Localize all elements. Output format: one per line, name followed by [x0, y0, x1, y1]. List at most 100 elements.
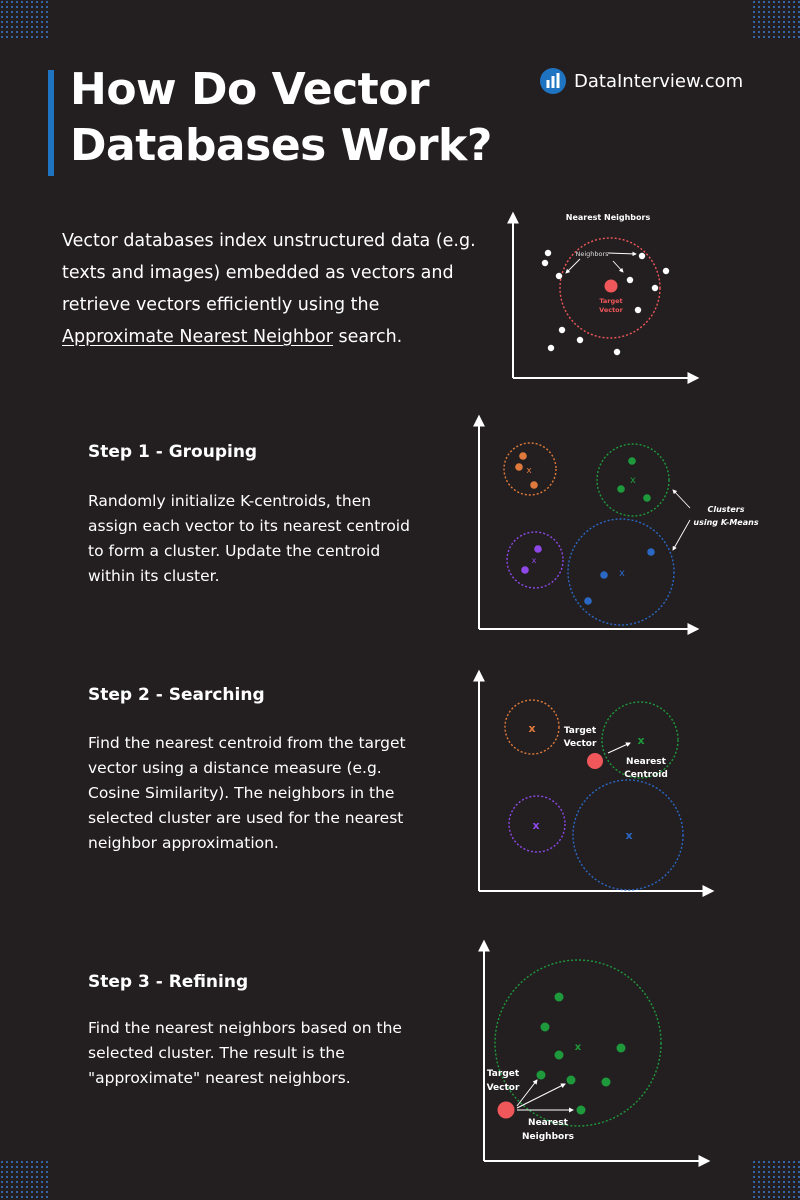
point-blue — [600, 571, 608, 579]
point-green — [554, 1050, 564, 1060]
ann-link[interactable]: Approximate Nearest Neighbor — [62, 327, 333, 347]
vector-point — [544, 249, 552, 257]
page-title: How Do Vector Databases Work? — [70, 62, 492, 174]
cluster-green — [596, 443, 670, 517]
target-label-2: Vector — [599, 306, 624, 314]
nearest-neighbors-diagram: Nearest Neighbors Neighbors Target Vecto… — [507, 211, 700, 384]
point-green — [540, 1022, 550, 1032]
vector-point — [626, 276, 634, 284]
cluster-blue — [567, 518, 675, 626]
corner-dots-bottom-right — [752, 1160, 800, 1200]
vector-point — [576, 336, 584, 344]
nearest-centroid-label-1: Nearest — [626, 757, 667, 767]
cluster-green-selected — [601, 701, 679, 779]
vector-point — [547, 344, 555, 352]
corner-dots-top-right — [752, 0, 800, 40]
cluster-green-selected — [494, 959, 662, 1127]
nearest-centroid-label-2: Centroid — [624, 770, 668, 780]
page-title-line-1: How Do Vector — [70, 64, 430, 115]
vector-point — [613, 348, 621, 356]
point-blue — [584, 597, 592, 605]
brand[interactable]: DataInterview.com — [540, 68, 743, 94]
corner-dots-top-left — [0, 0, 48, 40]
centroid-blue: x — [619, 568, 625, 579]
nearest-centroid-arrow — [607, 742, 631, 754]
target-vector-point — [497, 1101, 515, 1119]
neighbors-arrow-mid — [612, 260, 624, 273]
vector-point — [651, 284, 659, 292]
target-label-1: Target — [487, 1069, 520, 1079]
intro-paragraph: Vector databases index unstructured data… — [62, 225, 482, 353]
corner-dots-bottom-left — [0, 1160, 48, 1200]
cluster-purple — [508, 795, 566, 853]
point-blue — [647, 548, 655, 556]
vector-point — [662, 267, 670, 275]
target-label-2: Vector — [564, 739, 597, 749]
clusters-arrow-top — [672, 489, 691, 509]
centroid-blue: x — [625, 829, 632, 842]
bar-chart-icon — [540, 68, 566, 94]
intro-text-end: search. — [332, 327, 403, 347]
nearest-neighbors-label-1: Nearest — [528, 1118, 569, 1128]
point-green — [617, 485, 625, 493]
point-purple — [521, 566, 529, 574]
step-1-body: Randomly initialize K-centroids, then as… — [88, 492, 410, 585]
clusters-label-1: Clusters — [707, 505, 744, 514]
point-green — [554, 992, 564, 1002]
step-3-title: Step 3 - Refining — [88, 972, 249, 992]
point-orange — [530, 481, 538, 489]
cluster-orange — [503, 442, 557, 496]
diagram-title: Nearest Neighbors — [566, 213, 651, 222]
neighbors-arrow-right — [607, 251, 637, 257]
point-green — [616, 1043, 626, 1053]
centroid-purple: x — [532, 819, 539, 832]
neighbors-label: Neighbors — [575, 250, 609, 258]
step-2-title: Step 2 - Searching — [88, 685, 265, 705]
centroid-orange: x — [528, 722, 535, 735]
nearest-neighbor-arrow — [516, 1079, 538, 1107]
target-vector-point — [587, 753, 603, 769]
point-green — [643, 494, 651, 502]
vector-point — [558, 326, 566, 334]
step-2-body: Find the nearest centroid from the targe… — [88, 734, 406, 852]
centroid-green: x — [630, 475, 636, 486]
vector-point — [541, 259, 549, 267]
step-1-title: Step 1 - Grouping — [88, 442, 258, 462]
refining-diagram: x Target Vector Nearest Neighbors — [478, 939, 711, 1167]
step-3-body: Find the nearest neighbors based on the … — [88, 1019, 402, 1087]
title-accent-bar — [48, 70, 54, 176]
clusters-arrow-bottom — [672, 519, 691, 551]
centroid-orange: x — [526, 466, 532, 476]
vector-point — [555, 272, 563, 280]
target-label-1: Target — [599, 297, 622, 305]
brand-name: DataInterview.com — [574, 70, 744, 92]
point-green — [576, 1105, 586, 1115]
page-title-line-2: Databases Work? — [70, 120, 492, 171]
searching-diagram: x x x x Target Vector Nearest Centroid — [473, 669, 715, 897]
vector-point — [638, 252, 646, 260]
point-green — [566, 1075, 576, 1085]
neighbors-arrow-left — [565, 258, 581, 274]
grouping-diagram: x x x x Clusters using K-Means — [473, 414, 759, 635]
centroid-green: x — [637, 734, 644, 747]
intro-text: Vector databases index unstructured data… — [62, 231, 476, 315]
nearest-neighbor-arrow — [516, 1083, 566, 1109]
nearest-neighbors-label-2: Neighbors — [522, 1132, 574, 1142]
cluster-blue — [572, 779, 684, 891]
cluster-purple — [506, 531, 564, 589]
neighborhood-circle — [559, 237, 661, 339]
vector-point — [634, 306, 642, 314]
point-purple — [534, 545, 542, 553]
point-green — [601, 1077, 611, 1087]
point-orange — [519, 452, 527, 460]
centroid-green: x — [575, 1042, 582, 1053]
clusters-label-2: using K-Means — [693, 518, 758, 527]
target-vector-point — [604, 279, 618, 293]
cluster-orange — [504, 699, 560, 755]
centroid-purple: x — [532, 556, 537, 565]
target-label-2: Vector — [487, 1083, 520, 1093]
point-green — [536, 1070, 546, 1080]
target-label-1: Target — [564, 726, 597, 736]
point-green — [628, 457, 636, 465]
point-orange — [515, 463, 523, 471]
